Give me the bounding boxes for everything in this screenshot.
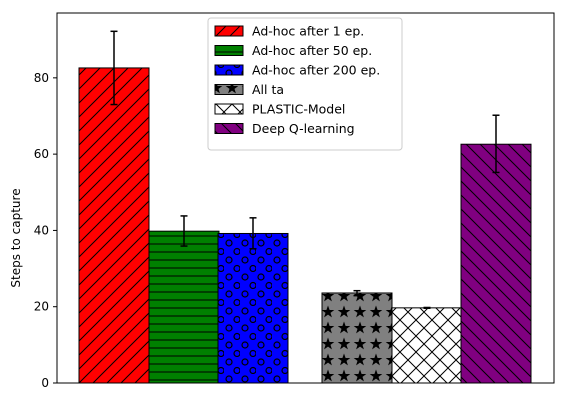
- error-bar-3: [249, 217, 257, 250]
- bar-3: [217, 232, 289, 384]
- y-tick-label-20: 20: [34, 300, 49, 314]
- bar-1: [78, 67, 150, 384]
- legend-swatch-6: [214, 123, 244, 134]
- y-tick-label-60: 60: [34, 147, 49, 161]
- legend-swatch-1: [214, 25, 244, 37]
- legend-label-5: PLASTIC-Model: [252, 102, 345, 117]
- legend: Ad-hoc after 1 ep. Ad-hoc after 50 ep. Ad-…: [207, 17, 403, 151]
- legend-swatch-3: [214, 64, 244, 76]
- legend-entry-2: Ad-hoc after 50 ep.: [214, 43, 372, 58]
- error-bar-5: [423, 306, 431, 309]
- bar-2: [148, 230, 220, 384]
- axes-frame: [56, 12, 555, 384]
- bar-5: [391, 307, 463, 384]
- legend-label-6: Deep Q-learning: [252, 121, 355, 136]
- legend-label-3: Ad-hoc after 200 ep.: [252, 63, 380, 78]
- bar-6: [460, 143, 532, 384]
- legend-label-2: Ad-hoc after 50 ep.: [252, 43, 372, 58]
- legend-swatch-2: [214, 45, 244, 56]
- legend-entry-3: Ad-hoc after 200 ep.: [214, 63, 380, 78]
- y-axis: 0 20 40 60 80: [34, 71, 57, 390]
- error-bar-6: [492, 114, 500, 174]
- legend-label-4: All ta: [252, 82, 284, 97]
- y-tick-label-40: 40: [34, 223, 49, 237]
- legend-entry-1: Ad-hoc after 1 ep.: [214, 24, 364, 39]
- legend-swatch-4: [214, 84, 244, 95]
- legend-entry-5: PLASTIC-Model: [214, 102, 345, 117]
- bar-4: [321, 292, 393, 384]
- error-bar-2: [180, 215, 188, 247]
- y-tick-label-80: 80: [34, 71, 49, 85]
- legend-label-1: Ad-hoc after 1 ep.: [252, 24, 364, 39]
- error-bar-4: [353, 289, 361, 297]
- legend-box: [207, 17, 403, 151]
- legend-entry-4: All ta: [214, 82, 284, 97]
- plot-area: [56, 12, 555, 384]
- legend-swatch-5: [214, 103, 244, 115]
- y-tick-label-0: 0: [41, 376, 49, 390]
- error-bar-1: [110, 30, 118, 106]
- y-axis-label: Steps to capture: [9, 188, 23, 287]
- legend-entry-6: Deep Q-learning: [214, 121, 355, 136]
